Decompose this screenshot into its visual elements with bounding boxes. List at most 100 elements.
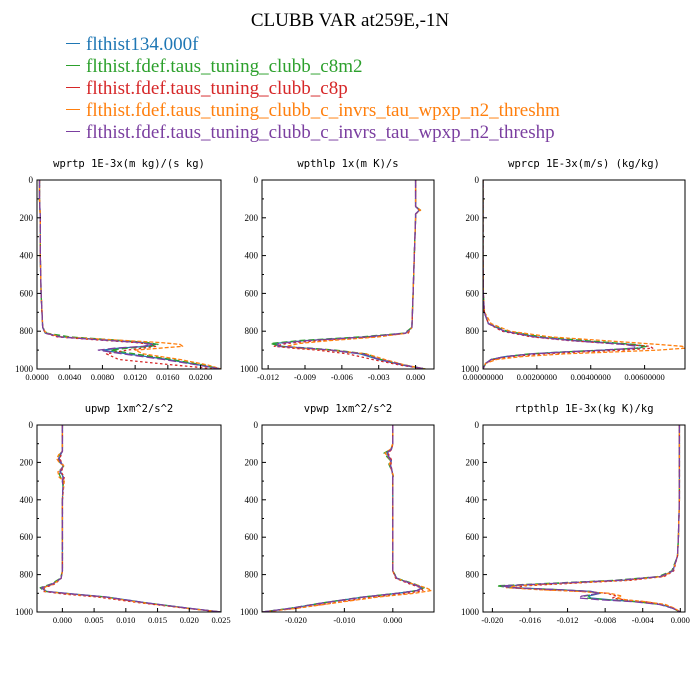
x-tick-label: -0.006 <box>331 372 353 382</box>
y-tick-label: 0 <box>254 175 259 185</box>
y-tick-label: 1000 <box>461 607 480 617</box>
series-line-2 <box>262 425 425 612</box>
y-tick-label: 600 <box>20 532 34 542</box>
y-tick-label: 800 <box>20 570 34 580</box>
x-tick-label: -0.003 <box>368 372 390 382</box>
y-tick-label: 200 <box>245 213 259 223</box>
series-line-3 <box>273 180 426 369</box>
series-line-1 <box>41 425 221 612</box>
x-tick-label: 0.020 <box>180 615 199 625</box>
y-tick-label: 600 <box>466 288 480 298</box>
subplot-title: upwp 1xm^2/s^2 <box>85 403 174 415</box>
series-line-4 <box>505 425 681 612</box>
series-line-1 <box>273 180 426 369</box>
legend-label: flthist.fdef.taus_tuning_clubb_c_invrs_t… <box>86 100 560 121</box>
x-tick-label: 0.0200 <box>189 372 212 382</box>
legend-swatch <box>66 131 80 133</box>
y-tick-label: 1000 <box>461 364 480 374</box>
y-tick-label: 1000 <box>15 607 34 617</box>
y-tick-label: 600 <box>20 288 34 298</box>
series-line-5 <box>483 180 638 369</box>
x-tick-label: 0.000 <box>383 615 402 625</box>
y-tick-label: 600 <box>466 532 480 542</box>
subplot-5: vpwp 1xm^2/s^2 0 200 400 600 800 1000 -0.020 -0.… <box>240 403 435 625</box>
subplot-title: wpthlp 1x(m K)/s <box>297 158 398 170</box>
series-line-3 <box>42 425 221 612</box>
series-line-4 <box>42 425 221 612</box>
y-tick-label: 200 <box>466 213 480 223</box>
subplot-title: rtpthlp 1E-3x(kg K)/kg <box>514 403 653 415</box>
y-tick-label: 1000 <box>240 364 259 374</box>
y-tick-label: 400 <box>466 495 480 505</box>
y-tick-label: 200 <box>20 213 34 223</box>
legend-swatch <box>66 65 80 67</box>
x-tick-label: 0.00600000 <box>624 372 664 382</box>
x-tick-label: -0.004 <box>632 615 655 625</box>
x-tick-label: 0.010 <box>116 615 135 625</box>
series-line-5 <box>262 425 424 612</box>
y-tick-label: 1000 <box>15 364 34 374</box>
subplot-6: rtpthlp 1E-3x(kg K)/kg02004006008001000-… <box>461 403 690 625</box>
legend-swatch <box>66 43 80 45</box>
y-tick-label: 800 <box>245 326 259 336</box>
series-line-5 <box>40 425 221 612</box>
legend-item: flthist.fdef.taus_tuning_clubb_c8m2 <box>66 56 560 78</box>
legend-item: flthist.fdef.taus_tuning_clubb_c8p <box>66 78 560 100</box>
x-tick-label: 0.0160 <box>156 372 179 382</box>
axes-frame <box>482 424 686 613</box>
y-tick-label: 600 <box>245 532 259 542</box>
x-tick-label: 0.00400000 <box>571 372 611 382</box>
y-tick-label: 1000 <box>240 607 259 617</box>
legend-item: flthist134.000f <box>66 34 560 56</box>
subplot-2: wpthlp 1x(m K)/s 0 200 400 600 800 1000-0.012 -… <box>240 158 435 382</box>
y-tick-label: 0 <box>475 175 480 185</box>
x-tick-label: -0.020 <box>481 615 503 625</box>
x-tick-label: 0.0080 <box>91 372 114 382</box>
x-tick-label: -0.009 <box>294 372 316 382</box>
subplot-3: wprcp 1E-3x(m/s) (kg/kg) 0 200 400 600 800 100… <box>461 158 686 382</box>
series-line-2 <box>496 425 681 612</box>
series-line-5 <box>38 180 221 369</box>
x-tick-label: 0.025 <box>211 615 230 625</box>
legend-item: flthist.fdef.taus_tuning_clubb_c_invrs_t… <box>66 122 560 144</box>
y-tick-label: 0 <box>29 175 34 185</box>
series-line-5 <box>501 425 681 612</box>
y-tick-label: 800 <box>466 570 480 580</box>
series-line-3 <box>38 180 217 369</box>
series-line-1 <box>262 425 423 612</box>
series-line-3 <box>262 425 424 612</box>
x-tick-label: 0.000 <box>53 615 72 625</box>
x-tick-label: -0.020 <box>285 615 307 625</box>
legend-label: flthist134.000f <box>86 34 199 55</box>
series-line-5 <box>277 180 426 369</box>
series-line-4 <box>285 180 426 369</box>
x-tick-label: 0.005 <box>85 615 104 625</box>
y-tick-label: 800 <box>245 570 259 580</box>
subplot-title: wprcp 1E-3x(m/s) (kg/kg) <box>508 158 660 170</box>
series-line-2 <box>269 180 426 369</box>
y-tick-label: 400 <box>245 251 259 261</box>
subplot-title: wprtp 1E-3x(m kg)/(s kg) <box>53 158 205 170</box>
chart-title: CLUBB VAR at259E,-1N <box>250 10 450 31</box>
legend-swatch <box>66 87 80 89</box>
y-tick-label: 0 <box>29 420 34 430</box>
y-tick-label: 400 <box>20 495 34 505</box>
legend-swatch <box>66 109 80 111</box>
x-tick-label: 0.0040 <box>58 372 81 382</box>
x-tick-label: 0.00200000 <box>517 372 557 382</box>
subplot-4: upwp 1xm^2/s^2 0 200 400 600 800 1000 0.000 0.00… <box>15 403 231 625</box>
series-line-2 <box>38 180 221 369</box>
y-tick-label: 400 <box>245 495 259 505</box>
axes-frame <box>36 424 222 613</box>
y-tick-label: 400 <box>466 251 480 261</box>
legend-item: flthist.fdef.taus_tuning_clubb_c_invrs_t… <box>66 100 560 122</box>
series-line-2 <box>39 425 221 612</box>
legend-label: flthist.fdef.taus_tuning_clubb_c8m2 <box>86 56 363 77</box>
subplot-title: vpwp 1xm^2/s^2 <box>304 403 393 415</box>
series-line-4 <box>483 180 685 369</box>
x-tick-label: 0.015 <box>148 615 167 625</box>
y-tick-label: 600 <box>245 288 259 298</box>
subplot-1: wprtp 1E-3x(m kg)/(s kg) 0 200 400 600 800 100… <box>15 158 222 382</box>
legend: flthist134.000f flthist.fdef.taus_tuning… <box>66 34 560 144</box>
x-tick-label: -0.008 <box>594 615 616 625</box>
